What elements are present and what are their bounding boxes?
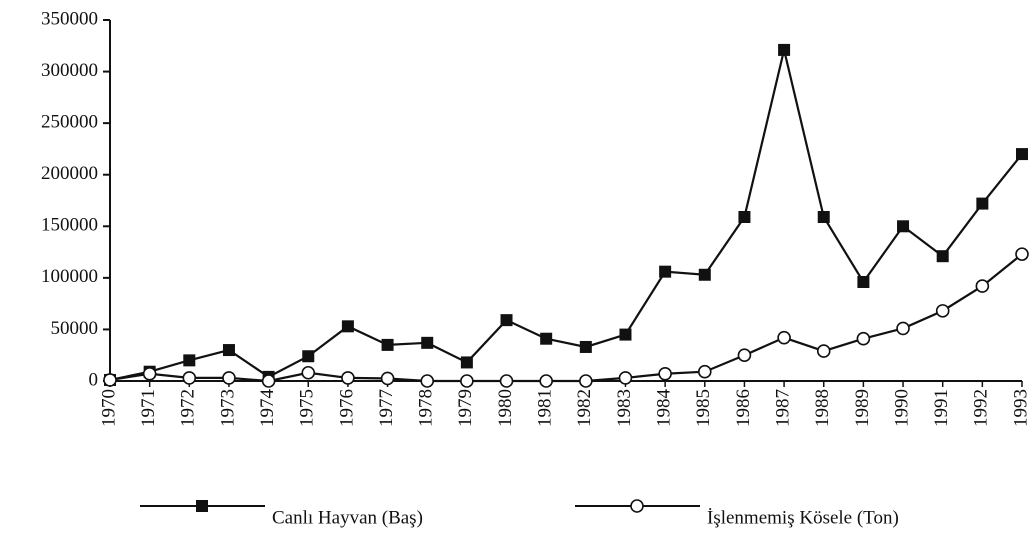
data-point [421,336,434,349]
data-point [460,374,474,388]
data-point [738,211,751,224]
x-tick-label: 1989 [852,389,873,427]
data-point [540,332,553,345]
legend-marker [196,500,208,512]
data-point [460,356,473,369]
x-tick-label: 1991 [931,389,952,427]
x-tick-label: 1983 [614,389,635,427]
x-tick-label: 1973 [217,389,238,427]
x-tick-label: 1980 [495,389,516,427]
data-point [222,371,236,385]
x-tick-label: 1981 [535,389,556,427]
x-tick-label: 1976 [336,389,357,427]
data-point [1015,247,1029,261]
data-point [737,348,752,363]
data-point [777,330,791,345]
x-tick-label: 1984 [653,389,674,428]
y-tick-label: 0 [89,369,99,390]
data-point [222,344,235,357]
x-tick-label: 1972 [178,389,199,427]
y-tick-label: 350000 [41,8,98,29]
legend-label: Canlı Hayvan (Baş) [272,507,423,528]
data-point [897,220,910,233]
x-tick-label: 1978 [416,389,437,427]
data-point [896,321,910,336]
x-tick-label: 1987 [772,389,793,427]
x-tick-label: 1970 [98,389,119,427]
series-line [109,49,1023,382]
data-point [420,374,435,388]
data-point [817,211,830,224]
y-tick-label: 200000 [41,163,98,184]
data-point [142,366,157,381]
y-tick-label: 100000 [41,266,98,287]
data-point [658,366,672,381]
x-tick-label: 1977 [376,389,397,427]
data-point [579,374,593,388]
data-point [618,371,633,385]
x-tick-label: 1986 [733,389,754,427]
data-point [341,371,355,385]
x-tick-label: 1985 [693,389,714,427]
data-point [697,364,712,379]
data-point [619,328,632,341]
x-tick-label: 1988 [812,389,833,427]
data-point [579,340,592,353]
x-tick-label: 1979 [455,389,476,427]
data-point [380,371,395,386]
data-point [381,338,394,351]
data-point [341,320,354,333]
data-point [698,268,711,281]
y-tick-label: 250000 [41,112,98,133]
data-point [976,197,989,210]
x-tick-label: 1982 [574,389,595,427]
x-tick-label: 1974 [257,389,278,428]
data-point [103,373,117,387]
data-point [935,304,950,318]
legend-marker [630,499,644,513]
data-point [816,344,831,358]
y-tick-label: 300000 [41,60,98,81]
x-tick-label: 1975 [297,389,318,427]
data-point [183,354,196,367]
data-point [1016,148,1028,161]
data-point [500,314,513,327]
data-point [856,331,871,346]
x-tick-label: 1971 [138,389,159,427]
x-tick-label: 1992 [971,389,992,427]
data-point [539,374,553,388]
y-tick-label: 150000 [41,215,98,236]
y-tick-label: 50000 [51,318,99,339]
legend-label: İşlenmemiş Kösele (Ton) [707,507,899,528]
data-point [975,279,990,293]
data-point [499,374,514,388]
data-point [261,374,276,388]
data-point [936,250,949,263]
x-tick-label: 1990 [891,389,912,427]
x-tick-label: 1993 [1010,389,1031,427]
data-point [857,275,870,288]
data-point [302,350,315,363]
data-point [301,365,316,380]
data-point [778,43,791,56]
data-point [182,371,197,385]
data-point [659,265,672,278]
